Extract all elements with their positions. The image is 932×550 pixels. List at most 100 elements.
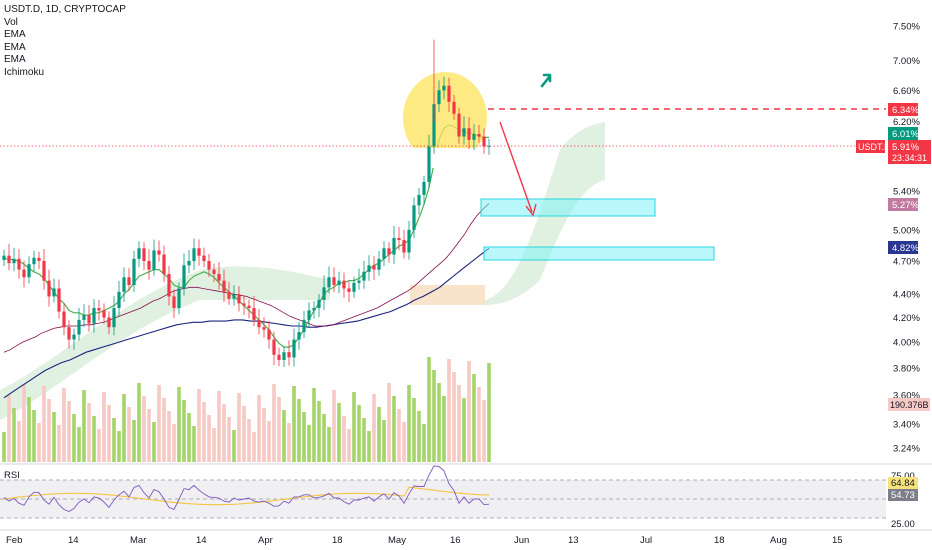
symbol-title[interactable]: USDT.D, 1D, CRYPTOCAP [4, 4, 126, 15]
candle-body [222, 280, 226, 292]
volume-bar [92, 416, 96, 462]
volume-bar [102, 392, 106, 462]
volume-bar [7, 395, 11, 462]
volume-bar [422, 424, 426, 462]
volume-bar [202, 402, 206, 462]
volume-bar [427, 357, 431, 462]
volume-tag: 190.376B [888, 398, 930, 411]
candle-body [307, 310, 311, 320]
price-tick-label: 4.20% [893, 313, 920, 324]
volume-bar [252, 432, 256, 462]
volume-bar [417, 411, 421, 462]
indicator-ema-1[interactable]: EMA [4, 29, 26, 40]
candle-body [187, 260, 191, 266]
indicator-ema-3[interactable]: EMA [4, 54, 26, 65]
volume-bars [2, 357, 491, 462]
ema-mid-tag-text: 5.27% [892, 200, 919, 211]
rsi-tick-75: 75.00 [891, 471, 915, 482]
indicator-ema-2[interactable]: EMA [4, 41, 26, 53]
volume-bar [367, 431, 371, 462]
time-tick-label: 18 [332, 535, 343, 546]
volume-bar [147, 409, 151, 462]
candle-body [77, 319, 81, 335]
rsi-tick-25: 25.00 [891, 519, 915, 530]
volume-bar [37, 423, 41, 462]
volume-bar [82, 390, 86, 462]
volume-bar [377, 407, 381, 462]
candle-body [37, 257, 41, 261]
time-tick-label: Apr [258, 535, 273, 546]
candle-body [47, 280, 51, 297]
candle-body [352, 282, 356, 292]
time-tick-label: Mar [130, 535, 146, 546]
candle-body [192, 248, 196, 261]
candle-body [457, 113, 461, 137]
candles [2, 39, 491, 368]
candle-body [132, 258, 136, 286]
volume-bar [42, 386, 46, 462]
volume-bar [272, 384, 276, 462]
volume-bar [452, 372, 456, 462]
last-price-tag: 5.91% 23:34:31 [888, 140, 931, 164]
volume-bar [77, 427, 81, 462]
volume-bar [432, 370, 436, 462]
ema-fast-tag: 6.01% [888, 127, 919, 140]
candle-body [102, 310, 106, 318]
candle-body [432, 104, 436, 147]
candle-body [487, 145, 491, 147]
price-tick-label: 3.60% [893, 391, 920, 402]
volume-bar [227, 417, 231, 462]
time-tick-label: 15 [832, 535, 843, 546]
price-axis[interactable]: 7.50% 7.00% 6.60% 6.20% 5.40% 5.00% 4.70% 4.40%… [893, 22, 920, 455]
time-axis[interactable]: Feb 14 Mar 14 Apr 18 May 16 Jun 13 Jul 18 Aug 15 [6, 535, 843, 546]
time-tick-label: 14 [196, 535, 207, 546]
rsi-ma-tag-text: 64.84 [891, 478, 915, 489]
up-arrow-icon [540, 73, 552, 88]
candle-body [107, 317, 111, 328]
time-tick-label: Aug [770, 535, 787, 546]
volume-bar [292, 386, 296, 462]
volume-bar [317, 401, 321, 462]
candle-body [22, 269, 26, 278]
volume-tag-text: 190.376B [890, 400, 929, 410]
rsi-ma-line [3, 486, 490, 506]
volume-bar [387, 383, 391, 462]
ema-mid-tag: 5.27% [888, 198, 919, 211]
volume-bar [267, 421, 271, 462]
volume-bar [87, 403, 91, 462]
volume-bar [442, 396, 446, 462]
candle-body [67, 327, 71, 340]
price-tick-label: 4.70% [893, 256, 920, 267]
candle-body [397, 237, 401, 241]
candle-body [447, 85, 451, 102]
volume-bar [437, 383, 441, 462]
rsi-label: RSI [4, 470, 20, 481]
price-tick-label: 4.00% [893, 338, 920, 349]
volume-bar [177, 387, 181, 462]
volume-bar [312, 388, 316, 462]
candle-body [292, 339, 296, 358]
volume-bar [212, 428, 216, 462]
candle-body [207, 260, 211, 270]
candle-body [312, 308, 316, 311]
candle-body [372, 265, 376, 270]
candle-body [152, 250, 156, 270]
indicator-ichimoku[interactable]: Ichimoku [4, 66, 45, 78]
volume-bar [137, 383, 141, 462]
indicator-vol[interactable]: Vol [4, 16, 18, 28]
countdown-tag-text: 23:34:31 [892, 153, 927, 163]
time-tick-label: Feb [6, 535, 22, 546]
support-zone-upper[interactable] [480, 198, 656, 217]
candle-body [477, 134, 481, 137]
candle-body [392, 237, 396, 255]
volume-bar [412, 398, 416, 462]
volume-bar [152, 422, 156, 462]
price-tick-label: 3.24% [893, 444, 920, 455]
volume-bar [122, 394, 126, 462]
candle-body [7, 255, 11, 264]
price-tick-label: 6.20% [893, 117, 920, 128]
time-tick-label: Jul [640, 535, 652, 546]
support-zone-lower[interactable] [483, 246, 715, 261]
price-tick-label: 4.40% [893, 290, 920, 301]
candle-body [427, 146, 431, 182]
